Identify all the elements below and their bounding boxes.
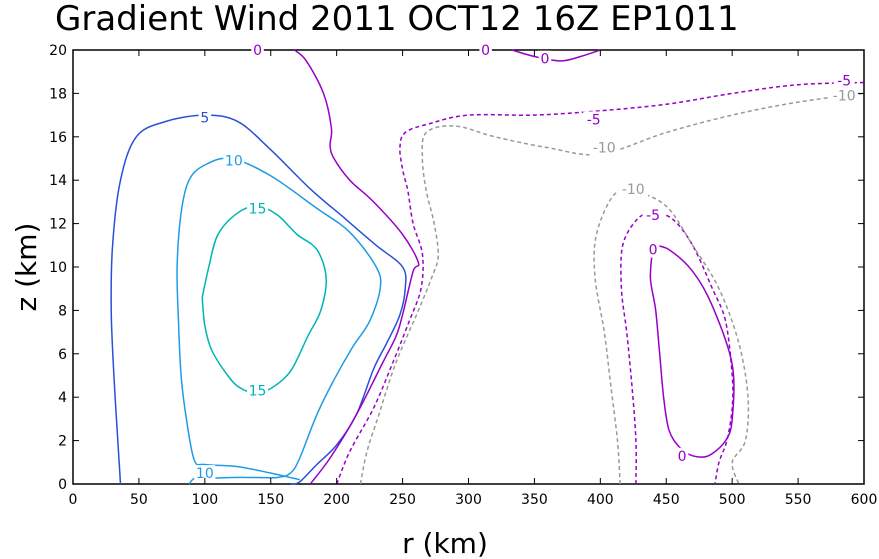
contour-label-bg: [251, 42, 264, 58]
contour-label-bg: [829, 87, 859, 104]
contour-label-bg: [538, 50, 552, 67]
contour-label: 5: [200, 110, 209, 126]
x-tick-label: 400: [587, 492, 614, 508]
contour-label: 15: [249, 201, 267, 217]
x-axis: 0 50 100 150 200 250 300 350 400 450 500 550 600: [69, 50, 878, 508]
contour-label: 0: [678, 449, 687, 465]
y-tick-label: 8: [58, 303, 67, 319]
contour-neg10-left: [359, 92, 865, 485]
contour-label-bg: [247, 200, 269, 217]
contour-label-bg: [479, 42, 492, 58]
x-tick-label: 0: [69, 492, 78, 508]
contour-label-bg: [583, 111, 605, 128]
contour-label: -10: [833, 89, 856, 105]
contour-label: 0: [481, 43, 490, 59]
contour-10: [176, 157, 382, 485]
y-tick-label: 18: [49, 86, 67, 102]
contour-0-top: [511, 49, 601, 62]
x-axis-label: r (km): [402, 527, 488, 559]
y-tick-label: 14: [49, 173, 67, 189]
x-tick-label: 450: [653, 492, 680, 508]
x-tick-label: 50: [130, 492, 148, 508]
y-tick-label: 0: [58, 477, 67, 493]
contour-label: -5: [587, 112, 601, 128]
x-tick-label: 150: [257, 492, 284, 508]
y-tick-label: 10: [49, 260, 67, 276]
x-tick-label: 500: [719, 492, 746, 508]
contour-label-bg: [646, 241, 660, 258]
contour-neg5-right: [620, 212, 734, 485]
contour-label-bg: [223, 152, 245, 169]
chart-title: Gradient Wind 2011 OCT12 16Z EP1011: [55, 0, 739, 39]
contour-label-bg: [618, 180, 649, 197]
x-tick-label: 200: [323, 492, 350, 508]
y-tick-label: 2: [58, 434, 67, 450]
x-tick-label: 600: [851, 492, 878, 508]
contour-label-bg: [833, 72, 855, 89]
x-tick-label: 100: [191, 492, 218, 508]
contour-label: 0: [649, 243, 658, 259]
x-tick-label: 250: [389, 492, 416, 508]
contour-label: 0: [541, 52, 550, 68]
x-tick-label: 550: [785, 492, 812, 508]
y-tick-label: 4: [58, 390, 67, 406]
contour-lines: [110, 49, 865, 485]
contour-label: 0: [253, 43, 262, 59]
y-axis-label: z (km): [10, 223, 43, 312]
contour-15: [201, 205, 327, 394]
contour-label-bg: [247, 382, 269, 399]
y-tick-label: 20: [49, 43, 67, 59]
contour-neg10-right: [593, 188, 750, 485]
contour-0-right: [649, 244, 735, 459]
y-tick-label: 6: [58, 347, 67, 363]
contour-label: -10: [593, 141, 616, 157]
contour-label-bg: [675, 447, 689, 464]
contour-label: -5: [837, 73, 851, 89]
contour-label-bg: [198, 109, 212, 126]
contour-neg5-left: [336, 81, 865, 485]
y-tick-label: 16: [49, 130, 67, 146]
contour-label-bg: [642, 206, 664, 223]
y-axis: 0 2 4 6 8 10 12 14 16 18 20: [49, 43, 864, 493]
x-tick-label: 350: [521, 492, 548, 508]
contour-label: 10: [196, 466, 214, 482]
plot-frame: [72, 49, 865, 485]
contour-label-bg: [194, 465, 216, 482]
contour-label: -5: [646, 208, 660, 224]
contour-5: [110, 114, 407, 485]
contour-label-bg: [589, 139, 620, 156]
y-tick-label: 12: [49, 217, 67, 233]
x-tick-label: 300: [455, 492, 482, 508]
contour-label: 10: [225, 154, 243, 170]
contour-label: -10: [622, 182, 645, 198]
contour-0-left: [293, 49, 420, 485]
contour-label: 15: [249, 384, 267, 400]
